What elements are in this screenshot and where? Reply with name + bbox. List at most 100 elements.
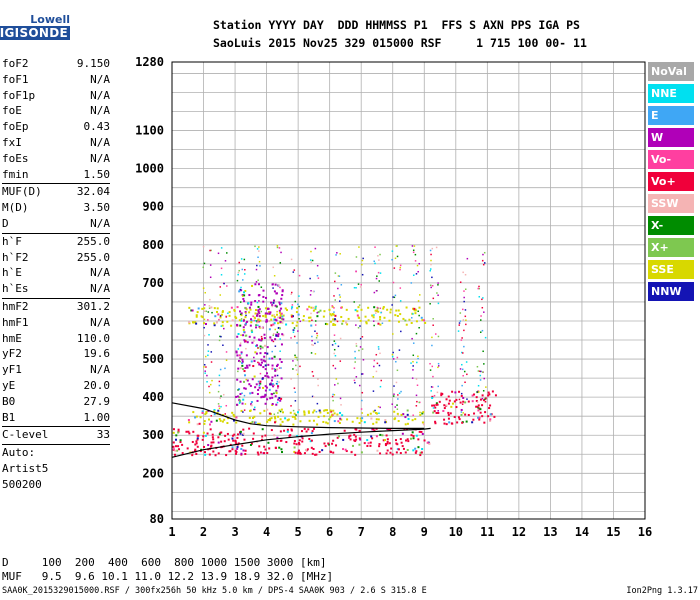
echo-point: [292, 368, 294, 370]
echo-point: [258, 260, 261, 263]
echo-point: [187, 430, 190, 433]
echo-point: [271, 305, 274, 308]
echo-point: [258, 312, 261, 315]
echo-point: [361, 412, 364, 414]
echo-point: [412, 435, 415, 438]
echo-point: [361, 259, 364, 262]
echo-point: [220, 247, 223, 249]
echo-point: [479, 379, 482, 381]
echo-point: [306, 448, 309, 451]
echo-point: [382, 307, 385, 310]
echo-point: [263, 355, 266, 358]
echo-point: [262, 359, 265, 362]
echo-point: [433, 410, 436, 413]
echo-point: [345, 308, 348, 311]
echo-point: [473, 393, 476, 396]
echo-point: [188, 421, 191, 424]
echo-point: [335, 254, 337, 256]
echo-point: [326, 412, 329, 415]
echo-point: [240, 409, 243, 412]
echo-point: [231, 437, 234, 440]
x-tick-label: 1: [168, 525, 175, 539]
echo-point: [260, 358, 263, 361]
echo-point: [174, 449, 177, 452]
echo-point: [243, 339, 246, 342]
echo-point: [310, 432, 313, 435]
echo-point: [216, 310, 219, 313]
echo-point: [328, 308, 331, 311]
echo-point: [460, 339, 463, 341]
echo-point: [175, 434, 178, 437]
echo-point: [207, 350, 210, 352]
echo-point: [275, 392, 278, 395]
echo-point: [316, 402, 319, 405]
echo-point: [414, 418, 417, 421]
echo-point: [249, 443, 252, 446]
echo-point: [373, 324, 375, 327]
echo-point: [329, 450, 332, 453]
echo-point: [459, 401, 462, 404]
echo-point: [200, 315, 203, 318]
echo-point: [213, 324, 216, 327]
echo-point: [412, 365, 414, 367]
echo-point: [241, 392, 243, 394]
param-row: foF2 9.150: [2, 57, 110, 70]
echo-point: [275, 389, 278, 392]
echo-point: [437, 411, 440, 414]
echo-point: [270, 379, 273, 382]
echo-point: [355, 438, 358, 441]
echo-point: [227, 417, 230, 420]
echo-point: [477, 416, 480, 419]
echo-point: [411, 317, 413, 319]
echo-point: [235, 317, 238, 320]
echo-point: [351, 444, 354, 447]
echo-point: [201, 411, 204, 414]
echo-point: [226, 422, 229, 425]
echo-point: [319, 309, 322, 312]
echo-point: [370, 417, 373, 420]
echo-point: [204, 304, 206, 306]
echo-point: [301, 440, 304, 443]
echo-point: [375, 353, 378, 356]
echo-point: [485, 386, 487, 388]
echo-point: [415, 405, 418, 407]
echo-point: [339, 296, 342, 298]
echo-point: [194, 416, 197, 419]
echo-point: [235, 442, 238, 445]
echo-point: [195, 415, 198, 418]
echo-point: [396, 408, 399, 410]
echo-point: [429, 270, 431, 272]
echo-point: [307, 411, 310, 414]
echo-point: [310, 261, 312, 263]
y-tick-label: 1100: [135, 124, 164, 138]
echo-point: [374, 246, 376, 248]
echo-point: [398, 392, 401, 395]
echo-point: [244, 268, 246, 271]
echo-point: [379, 323, 382, 326]
echo-point: [360, 419, 363, 422]
echo-point: [299, 452, 302, 455]
echo-point: [399, 287, 402, 289]
echo-point: [467, 413, 470, 416]
echo-point: [280, 251, 282, 254]
echo-point: [286, 430, 289, 433]
echo-point: [258, 363, 261, 366]
echo-point: [258, 308, 261, 311]
echo-point: [272, 301, 275, 304]
echo-point: [339, 411, 342, 414]
echo-point: [258, 325, 261, 328]
echo-point: [274, 338, 277, 341]
echo-point: [215, 321, 218, 324]
echo-point: [379, 307, 382, 310]
echo-point: [464, 309, 467, 311]
echo-point: [235, 452, 238, 455]
echo-point: [210, 351, 213, 353]
echo-point: [415, 434, 418, 437]
echo-point: [210, 415, 213, 417]
echo-point: [259, 380, 262, 383]
echo-point: [239, 360, 241, 363]
echo-point: [291, 322, 294, 325]
echo-point: [221, 324, 224, 327]
echo-point: [274, 374, 277, 377]
echo-point: [247, 302, 250, 305]
